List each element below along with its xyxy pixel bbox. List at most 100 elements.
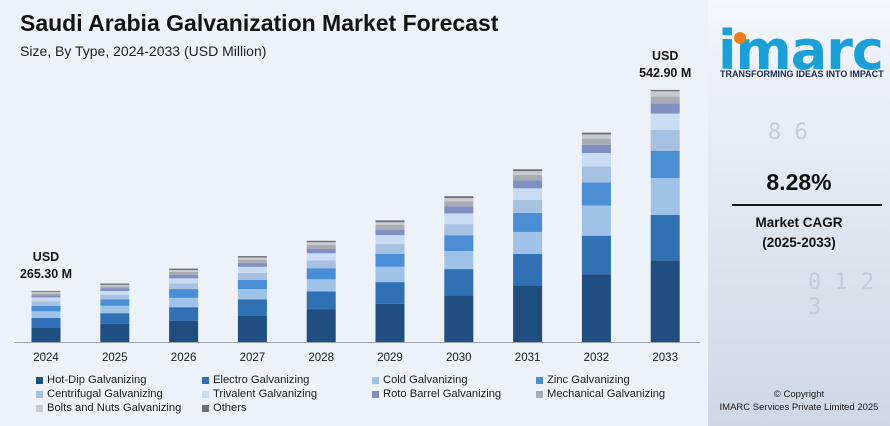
bar-segment [100, 299, 130, 306]
legend-label: Roto Barrel Galvanizing [383, 388, 502, 400]
bar-segment [31, 327, 61, 342]
bar-segment [31, 293, 61, 296]
bar-segment [31, 317, 61, 328]
bar-segment [169, 307, 199, 321]
value-annotation: USD [33, 250, 59, 264]
cagr-period: (2025-2033) [762, 235, 836, 250]
bar-segment [444, 213, 474, 225]
bar-segment [650, 96, 680, 104]
imarc-logo: imarc [718, 24, 884, 78]
copyright-notice: © Copyright IMARC Services Private Limit… [708, 388, 890, 414]
chart-title: Saudi Arabia Galvanization Market Foreca… [20, 10, 499, 36]
bar-segment [444, 295, 474, 342]
bar-segment [513, 188, 543, 200]
bar-segment [513, 174, 543, 181]
bar-segment [375, 235, 405, 245]
x-tick-label: 2026 [171, 352, 197, 364]
bar-segment [581, 274, 611, 342]
legend-label: Others [213, 402, 247, 414]
legend-label: Electro Galvanizing [213, 374, 310, 386]
chart-panel: Saudi Arabia Galvanization Market Foreca… [14, 10, 700, 414]
bar-segment [237, 256, 267, 258]
x-tick-label: 2033 [652, 352, 678, 364]
x-tick-label: 2025 [102, 352, 128, 364]
legend-swatch [202, 404, 209, 412]
value-annotation: 542.90 M [639, 66, 691, 80]
bar-segment [513, 253, 543, 286]
legend-swatch [36, 404, 43, 412]
bar-segment [650, 91, 680, 97]
bar-segment [444, 251, 474, 270]
legend-item: Electro Galvanizing [202, 374, 309, 386]
bar-segment [581, 134, 611, 139]
bar-segment [513, 212, 543, 232]
bar-segment [169, 289, 199, 298]
bar-segment [375, 225, 405, 230]
cagr-divider [732, 204, 882, 206]
bar-segment [169, 278, 199, 284]
bar-segment [650, 129, 680, 151]
bar-segment [513, 180, 543, 189]
bar-segment [581, 182, 611, 206]
legend-swatch [202, 390, 209, 398]
bar-segment [31, 305, 61, 312]
bar-segment [581, 138, 611, 145]
cagr-value: 8.28% [766, 169, 832, 195]
bar-segment [237, 257, 267, 260]
bar-segment [237, 289, 267, 300]
bar-segment [306, 309, 336, 342]
cagr-label: Market CAGR [755, 215, 843, 230]
bar-segment [513, 199, 543, 213]
logo-dot [734, 32, 746, 44]
bar-segment [31, 295, 61, 298]
bar-segment [306, 253, 336, 261]
bar-segment [31, 311, 61, 318]
bar-segment [513, 231, 543, 254]
bar-segment [169, 320, 199, 342]
legend-swatch [202, 376, 209, 384]
legend-label: Cold Galvanizing [383, 374, 468, 386]
legend-item: Roto Barrel Galvanizing [372, 388, 501, 400]
x-tick-label: 2032 [584, 352, 610, 364]
bar-segment [31, 290, 61, 292]
legend-swatch [536, 390, 543, 398]
bar-segment [169, 297, 199, 308]
bar-segment [581, 132, 611, 135]
bar-segment [169, 274, 199, 279]
bar-segment [375, 303, 405, 342]
bar-segment [650, 113, 680, 130]
copyright-line-2: IMARC Services Private Limited 2025 [719, 402, 879, 413]
bar-segment [444, 198, 474, 202]
bar-segment [581, 153, 611, 167]
legend-item: Cold Galvanizing [372, 374, 468, 386]
copyright-line-1: © Copyright [773, 389, 825, 400]
bar-segment [100, 283, 130, 285]
bar-segment [100, 290, 130, 295]
logo-text: imarc [718, 19, 884, 82]
brand-tagline: TRANSFORMING IDEAS INTO IMPACT [720, 69, 884, 79]
bar-segment [237, 279, 267, 290]
brand-panel: 8 6 0 1 2 3 imarc TRANSFORMING IDEAS INT… [708, 0, 890, 426]
x-tick-label: 2030 [446, 352, 472, 364]
bar-segment [100, 286, 130, 289]
bar-segment [375, 244, 405, 254]
legend-item: Bolts and Nuts Galvanizing [36, 402, 181, 414]
bar-segment [169, 271, 199, 275]
bar-segment [237, 316, 267, 342]
bar-segment [31, 297, 61, 302]
bar-segment [169, 270, 199, 272]
bar-segment [306, 242, 336, 245]
bar-segment [375, 282, 405, 304]
bar-segment [650, 260, 680, 342]
legend-item: Centrifugal Galvanizing [36, 388, 163, 400]
chart-subtitle: Size, By Type, 2024-2033 (USD Million) [20, 43, 267, 59]
bar-segment [650, 178, 680, 215]
bar-segment [306, 268, 336, 280]
legend-label: Hot-Dip Galvanizing [47, 374, 147, 386]
legend-label: Mechanical Galvanizing [547, 388, 666, 400]
bar-segment [581, 235, 611, 275]
bar-segment [100, 313, 130, 324]
bar-segment [31, 291, 61, 294]
x-tick-label: 2024 [33, 352, 59, 364]
bar-segment [375, 220, 405, 223]
